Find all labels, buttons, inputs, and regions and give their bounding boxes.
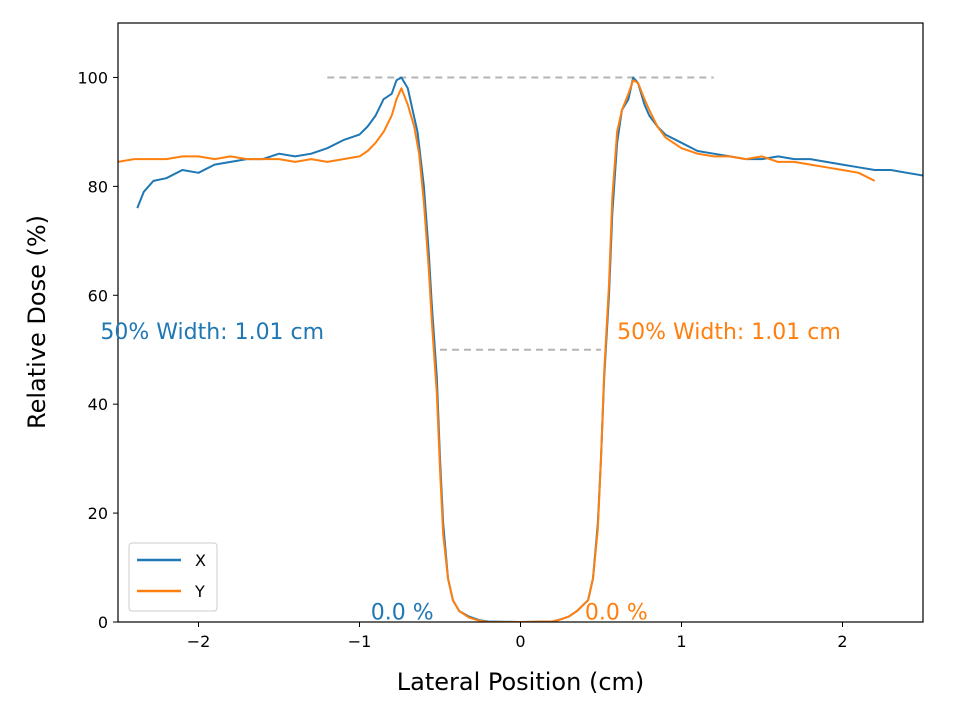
y-tick-label: 0 bbox=[98, 613, 108, 632]
reference-lines bbox=[327, 76, 714, 351]
y-axis-ticks: 0 20 40 60 80 100 bbox=[77, 68, 118, 632]
annotations: 50% Width: 1.01 cm 50% Width: 1.01 cm 0.0 … bbox=[100, 320, 840, 625]
y-tick-label: 40 bbox=[88, 395, 108, 414]
y-tick-label: 20 bbox=[88, 504, 108, 523]
annotation-label: 50% Width: 1.01 cm bbox=[100, 320, 324, 345]
legend-label-x: X bbox=[195, 551, 206, 570]
x-tick-label: −1 bbox=[348, 632, 372, 651]
x-axis-title: Lateral Position (cm) bbox=[397, 668, 645, 696]
series-lines bbox=[118, 76, 923, 622]
annotation-label: 0.0 % bbox=[585, 600, 648, 625]
x-tick-label: 2 bbox=[837, 632, 847, 651]
annotation-label: 0.0 % bbox=[371, 600, 434, 625]
x-axis-ticks: −2 −1 0 1 2 bbox=[187, 622, 848, 651]
y-tick-label: 100 bbox=[77, 68, 108, 87]
y-tick-label: 80 bbox=[88, 177, 108, 196]
legend-label-y: Y bbox=[194, 582, 205, 601]
y-axis-title: Relative Dose (%) bbox=[23, 215, 51, 429]
series-line-y bbox=[118, 79, 876, 622]
legend: XY bbox=[128, 542, 218, 612]
x-tick-label: 0 bbox=[515, 632, 525, 651]
x-tick-label: 1 bbox=[676, 632, 686, 651]
y-tick-label: 60 bbox=[88, 286, 108, 305]
x-tick-label: −2 bbox=[187, 632, 211, 651]
annotation-label: 50% Width: 1.01 cm bbox=[617, 320, 841, 345]
